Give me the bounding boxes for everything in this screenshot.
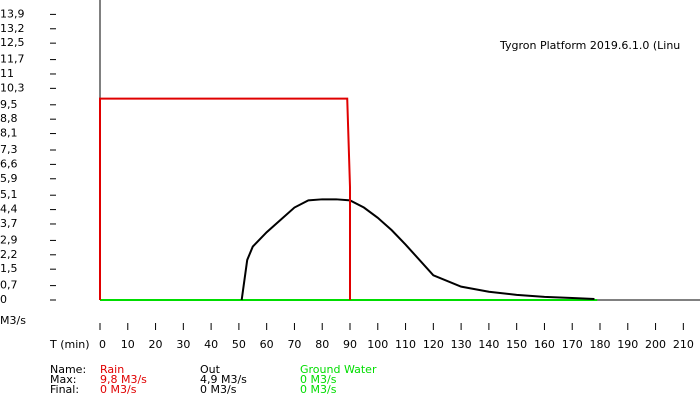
x-tick-label: 70 (287, 338, 301, 351)
summary-row-label: Final: (50, 383, 79, 396)
y-tick-label: 2,9 (0, 233, 18, 246)
x-tick-label: 40 (204, 338, 218, 351)
x-tick-label: 10 (121, 338, 135, 351)
legend-name: Out (200, 363, 221, 376)
y-tick-label: 13,9 (0, 7, 25, 20)
summary-row-label: Name: (50, 363, 86, 376)
x-tick-label: 20 (149, 338, 163, 351)
summary-max: 4,9 M3/s (200, 373, 247, 386)
x-tick-label: 50 (232, 338, 246, 351)
x-tick-label: 210 (673, 338, 694, 351)
legend-name: Ground Water (300, 363, 377, 376)
y-tick-label: 11 (0, 67, 14, 80)
y-tick-label: 13,2 (0, 22, 25, 35)
y-tick-label: 11,7 (0, 53, 25, 66)
x-tick-label: 120 (423, 338, 444, 351)
y-tick-label: 5,9 (0, 172, 18, 185)
x-tick-label: 0 (99, 338, 106, 351)
summary-row-label: Max: (50, 373, 76, 386)
x-tick-label: 170 (562, 338, 583, 351)
y-tick-label: 9,5 (0, 98, 18, 111)
y-tick-label: 8,8 (0, 112, 18, 125)
summary-max: 0 M3/s (300, 373, 337, 386)
x-tick-label: 180 (590, 338, 611, 351)
y-tick-label: 7,3 (0, 143, 18, 156)
x-tick-label: 30 (176, 338, 190, 351)
y-tick-label: 12,5 (0, 36, 25, 49)
x-tick-label: 200 (645, 338, 666, 351)
y-tick-label: 0,7 (0, 279, 18, 292)
summary-final: 0 M3/s (100, 383, 137, 396)
summary-final: 0 M3/s (300, 383, 337, 396)
x-tick-label: 140 (478, 338, 499, 351)
x-tick-label: 90 (343, 338, 357, 351)
x-tick-label: 160 (534, 338, 555, 351)
x-tick-label: 190 (617, 338, 638, 351)
series-line (99, 97, 351, 300)
legend-name: Rain (100, 363, 124, 376)
y-tick-label: 6,6 (0, 157, 18, 170)
y-tick-label: 8,1 (0, 127, 18, 140)
x-tick-label: 100 (367, 338, 388, 351)
x-tick-label: 150 (506, 338, 527, 351)
y-tick-label: 2,2 (0, 248, 18, 261)
x-tick-label: 60 (260, 338, 274, 351)
y-tick-label: 3,7 (0, 217, 18, 230)
summary-max: 9,8 M3/s (100, 373, 147, 386)
x-tick-label: 80 (315, 338, 329, 351)
y-tick-label: 4,4 (0, 203, 18, 216)
y-tick-label: 10,3 (0, 81, 25, 94)
chart-title: Tygron Platform 2019.6.1.0 (Linu (499, 39, 680, 52)
x-tick-label: 130 (451, 338, 472, 351)
y-tick-label: 5,1 (0, 188, 18, 201)
y-tick-label: 0 (0, 293, 7, 306)
x-tick-label: 110 (395, 338, 416, 351)
y-tick-label: 1,5 (0, 262, 18, 275)
y-axis-label: M3/s (0, 314, 26, 327)
x-axis-label: T (min) (49, 338, 90, 351)
summary-final: 0 M3/s (200, 383, 237, 396)
series-line (240, 198, 595, 301)
